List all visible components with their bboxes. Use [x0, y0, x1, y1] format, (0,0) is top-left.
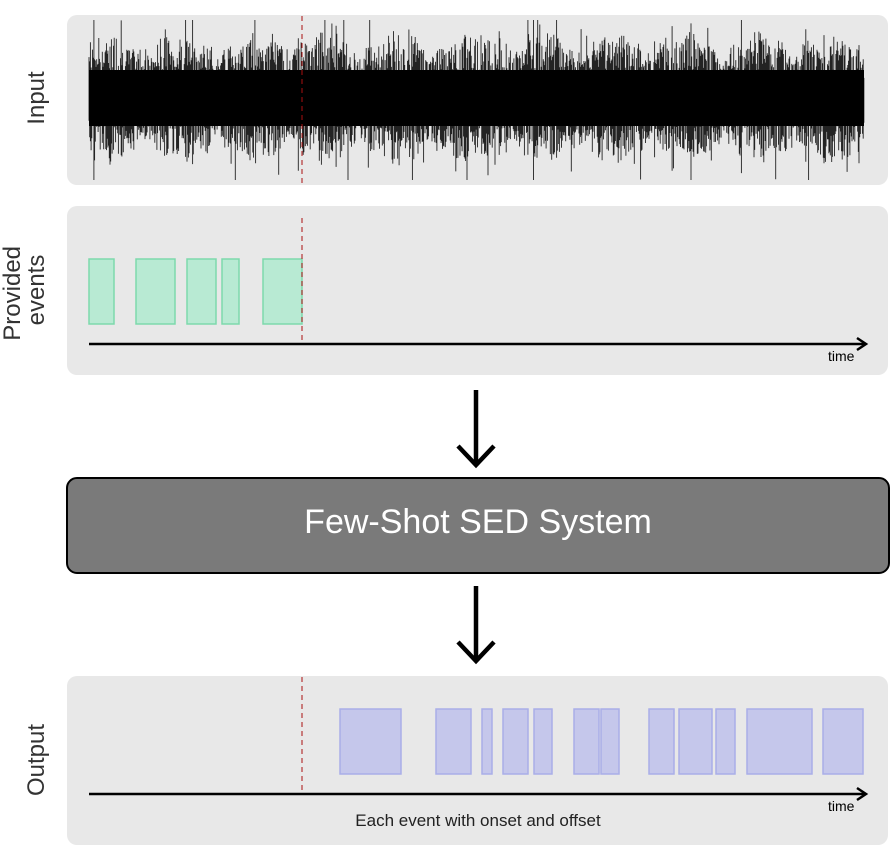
output-event — [481, 708, 493, 775]
provided-time-axis: time — [89, 336, 869, 364]
output-events — [339, 708, 864, 775]
time-axis-label: time — [828, 798, 855, 814]
system-box — [66, 477, 890, 574]
system-title: Few-Shot SED System — [304, 503, 652, 541]
few-shot-sed-system-box: Few-Shot SED System — [66, 477, 890, 574]
output-caption: Each event with onset and offset — [355, 811, 601, 830]
provided-label-line1: Provided — [0, 246, 26, 341]
output-event — [339, 708, 402, 775]
provided-event — [88, 258, 115, 325]
output-event — [573, 708, 600, 775]
provided-event — [221, 258, 240, 325]
output-event — [715, 708, 736, 775]
output-event — [648, 708, 675, 775]
audio-waveform — [88, 20, 865, 180]
provided-event — [186, 258, 217, 325]
provided-label-line2: events — [23, 255, 50, 326]
provided-events — [88, 258, 303, 325]
output-panel-label: Output — [23, 724, 50, 796]
flow-arrow-down — [456, 390, 496, 469]
output-panel: Output time Each event with onset and of… — [23, 676, 888, 845]
output-event — [822, 708, 864, 775]
time-axis-label: time — [828, 348, 855, 364]
output-event — [502, 708, 529, 775]
waveform-core — [89, 70, 864, 126]
provided-panel-label: Provided events — [0, 239, 50, 340]
provided-events-panel: Provided events time — [0, 206, 888, 375]
output-event — [746, 708, 813, 775]
output-event — [435, 708, 472, 775]
output-time-axis: time — [89, 786, 869, 814]
input-panel-label: Input — [23, 71, 50, 125]
input-panel: Input — [23, 15, 888, 185]
output-event — [600, 708, 620, 775]
output-event — [678, 708, 713, 775]
provided-panel-bg — [67, 206, 888, 375]
output-event — [533, 708, 553, 775]
flow-arrow-down — [456, 586, 496, 665]
time-axis-arrowhead — [856, 336, 869, 352]
provided-event — [262, 258, 303, 325]
provided-event — [135, 258, 176, 325]
time-axis-arrowhead — [856, 786, 869, 802]
